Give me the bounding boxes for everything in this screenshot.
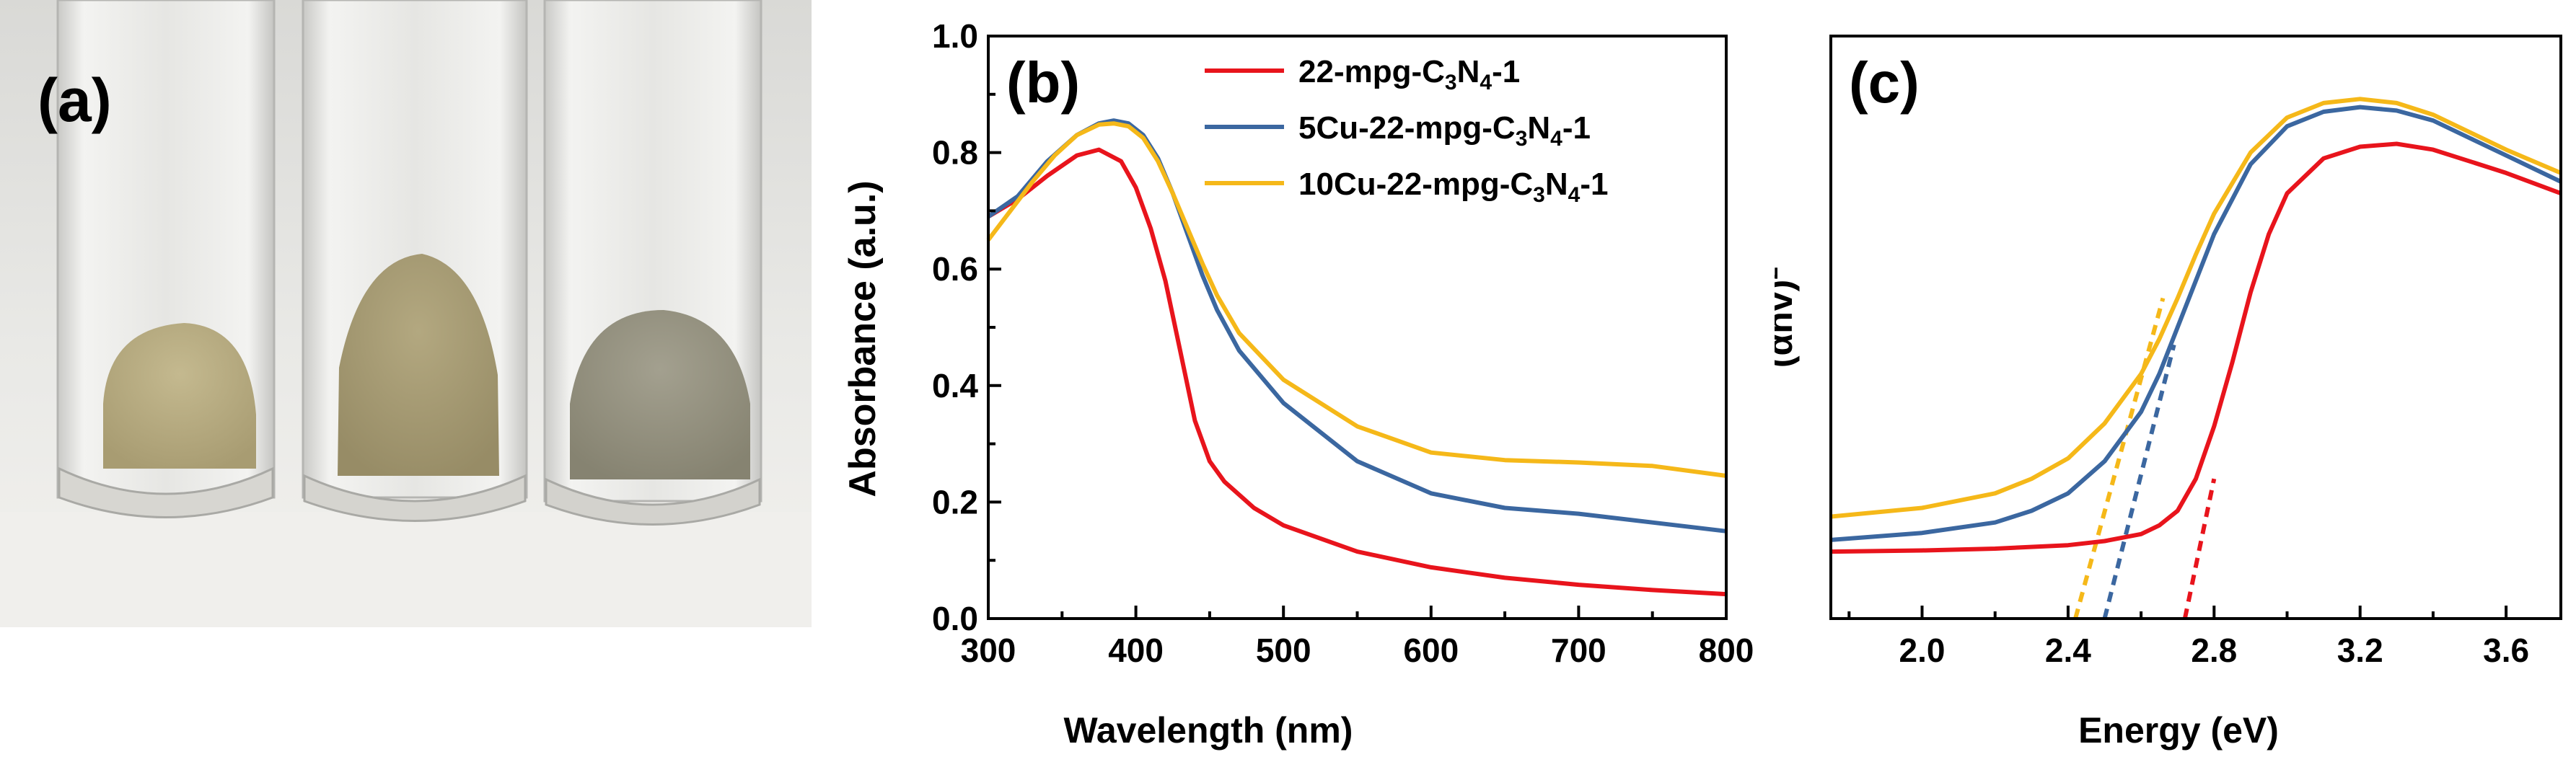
chart-c-series-line-3 [1830,97,2562,519]
chart-b-series-line-3 [986,121,1727,478]
chart-c-xtick-label: 3.2 [2337,632,2383,669]
chart-b-ytick-label: 0.0 [932,600,978,637]
chart-c: 2.0 2.4 2.8 3.2 3.6 (c) Energy (eV) (αhv)2 [1775,35,2562,751]
chart-c-tangent-3 [2073,297,2166,619]
chart-b-xtick-label: 600 [1403,632,1459,669]
powder-sample-3 [570,310,750,479]
chart-b-xlabel: Wavelength (nm) [1064,710,1353,751]
legend-entry-3: 10Cu-22-mpg-C3N4-1 [1298,167,1608,207]
chart-b-ytick-label: 0.2 [932,483,978,521]
chart-b-legend: 22-mpg-C3N4-1 5Cu-22-mpg-C3N4-1 10Cu-22-mp… [1205,54,1608,207]
vials-photo: (a) [0,0,812,627]
chart-c-tangent-2 [2102,344,2176,619]
powder-sample-2 [338,254,499,476]
legend-entry-1: 22-mpg-C3N4-1 [1298,54,1520,94]
panel-label-b: (b) [1006,50,1080,115]
chart-b-xtick-label: 300 [961,632,1016,669]
vial-1 [56,0,276,518]
chart-b: 300 400 500 600 700 800 0.0 0.2 0.4 0.6 0.8 1.0 (b)… [842,17,1754,751]
chart-b-xtick-label: 400 [1108,632,1164,669]
powder-sample-1 [103,323,256,469]
chart-b-xtick-label: 800 [1699,632,1754,669]
chart-c-tangent-1 [2182,478,2217,619]
chart-c-frame [1829,35,2562,620]
chart-b-ytick-label: 1.0 [932,17,978,55]
chart-c-xtick-label: 2.0 [1899,632,1946,669]
vial-2 [302,0,528,522]
chart-c-xtick-label: 3.6 [2483,632,2529,669]
chart-b-ytick-label: 0.8 [932,134,978,172]
photo-panel: (a) [0,0,812,627]
chart-c-xtick-label: 2.8 [2191,632,2237,669]
table-surface [0,512,812,627]
chart-b-ylabel: Absorbance (a.u.) [842,180,884,497]
chart-b-xtick-label: 500 [1256,632,1311,669]
chart-b-ytick-label: 0.4 [932,367,978,404]
chart-c-series-line-2 [1830,105,2562,542]
chart-b-ytick-label: 0.6 [932,250,978,288]
vial-3 [543,0,762,526]
chart-c-xlabel: Energy (eV) [2078,710,2279,751]
panel-label-a: (a) [38,66,112,134]
chart-c-series-line-1 [1830,141,2562,554]
chart-c-ylabel: (αhv)2 [1775,267,1800,368]
chart-b-series-line-1 [987,147,1727,597]
legend-entry-2: 5Cu-22-mpg-C3N4-1 [1298,110,1591,151]
chart-c-xtick-label: 2.4 [2045,632,2091,669]
panel-label-c: (c) [1849,50,1920,115]
chart-b-xtick-label: 700 [1551,632,1606,669]
